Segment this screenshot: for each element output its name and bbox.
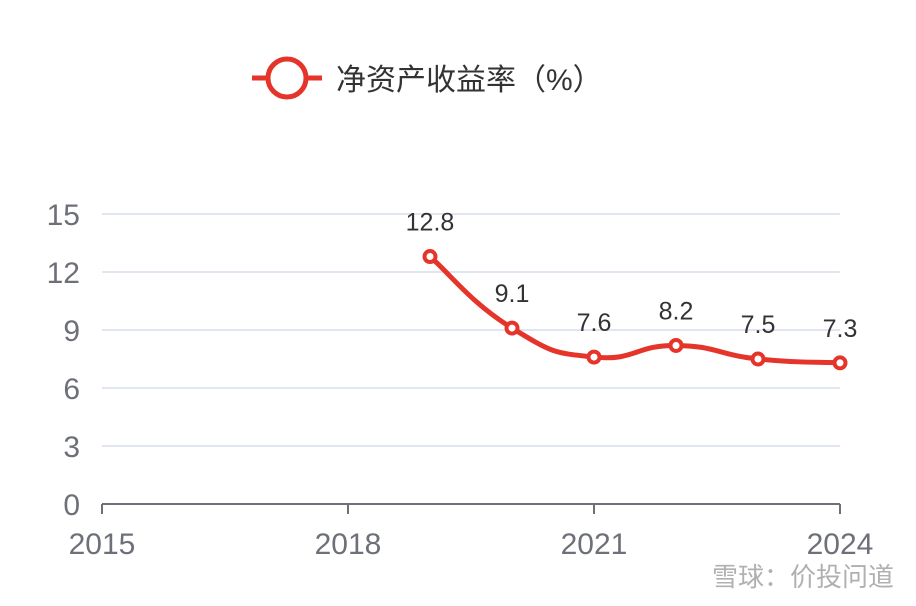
- x-tick-label: 2015: [69, 528, 136, 561]
- y-tick-label: 0: [63, 489, 80, 522]
- data-point[interactable]: [750, 351, 766, 367]
- data-point[interactable]: [832, 355, 848, 371]
- y-tick-label: 12: [47, 257, 80, 290]
- x-tick-label: 2021: [561, 528, 628, 561]
- data-point[interactable]: [668, 337, 684, 353]
- watermark: 雪球：价投问道: [711, 562, 894, 592]
- grid: [102, 213, 840, 447]
- y-tick-label: 3: [63, 431, 80, 464]
- x-tick-label: 2018: [315, 528, 382, 561]
- data-label: 7.3: [823, 315, 858, 343]
- legend[interactable]: 净资产收益率（%）: [252, 56, 603, 100]
- y-tick-label: 9: [63, 315, 80, 348]
- data-point[interactable]: [504, 320, 520, 336]
- data-label: 9.1: [495, 280, 530, 308]
- data-label: 12.8: [406, 209, 455, 237]
- series-line: [428, 254, 841, 366]
- data-point[interactable]: [422, 249, 438, 265]
- y-tick-label: 6: [63, 373, 80, 406]
- data-label: 8.2: [659, 297, 694, 325]
- data-point[interactable]: [586, 349, 602, 365]
- x-tick-label: 2024: [807, 528, 874, 561]
- legend-circle-icon: [265, 56, 309, 100]
- axes: 0 3 6 9 12 15 2015 2018 2021 2024: [47, 199, 874, 561]
- data-label: 7.6: [577, 309, 612, 337]
- data-labels: 12.8 9.1 7.6 8.2 7.5 7.3: [406, 209, 858, 343]
- series: [422, 249, 848, 371]
- y-tick-label: 15: [47, 199, 80, 232]
- legend-label: 净资产收益率（%）: [336, 64, 603, 97]
- data-label: 7.5: [741, 311, 776, 339]
